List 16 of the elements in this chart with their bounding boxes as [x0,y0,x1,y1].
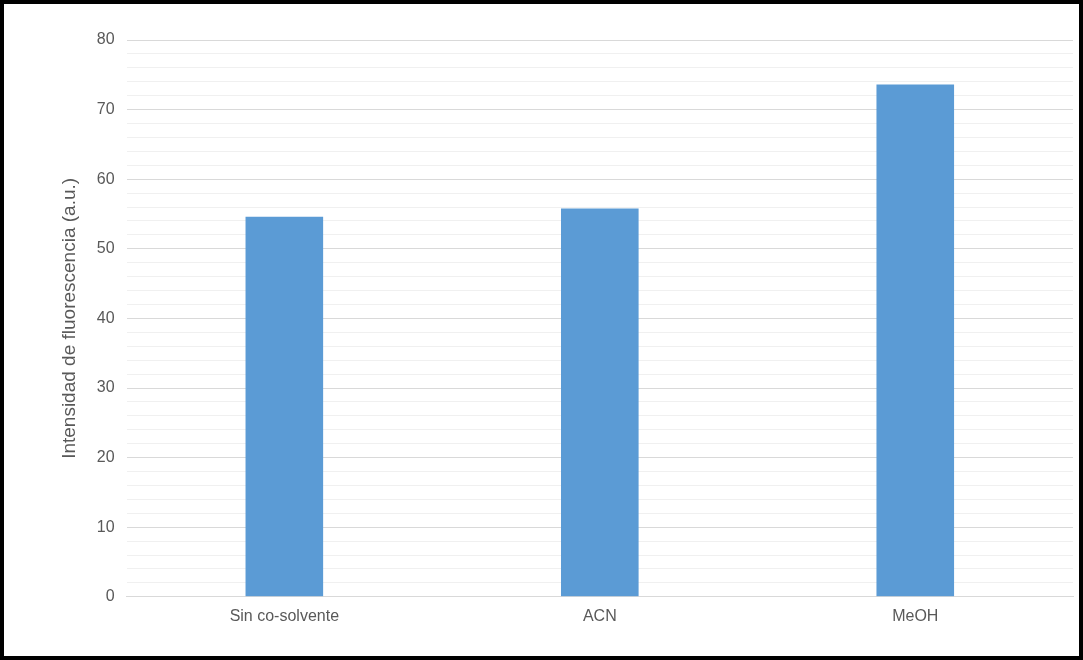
y-tick-label: 60 [96,169,115,187]
bar [876,84,955,597]
y-tick-label: 80 [96,30,115,48]
y-axis-title: Intensidad de fluorescencia (a.u.) [57,177,79,459]
y-tick-label: 40 [96,308,115,326]
y-tick-label: 0 [105,587,115,605]
x-tick-label: Sin co-solvente [229,606,340,624]
x-tick-label: ACN [582,606,617,624]
y-tick-label: 50 [96,239,115,257]
bar [561,208,639,597]
y-tick-label: 20 [96,448,115,466]
x-tick-label: MeOH [892,606,939,624]
y-tick-label: 70 [96,100,115,118]
y-tick-label: 30 [96,378,115,396]
y-tick-label: 10 [96,517,115,535]
bar [245,216,324,597]
